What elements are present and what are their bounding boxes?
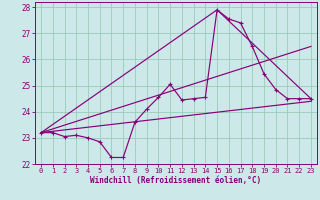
X-axis label: Windchill (Refroidissement éolien,°C): Windchill (Refroidissement éolien,°C) <box>91 176 261 185</box>
